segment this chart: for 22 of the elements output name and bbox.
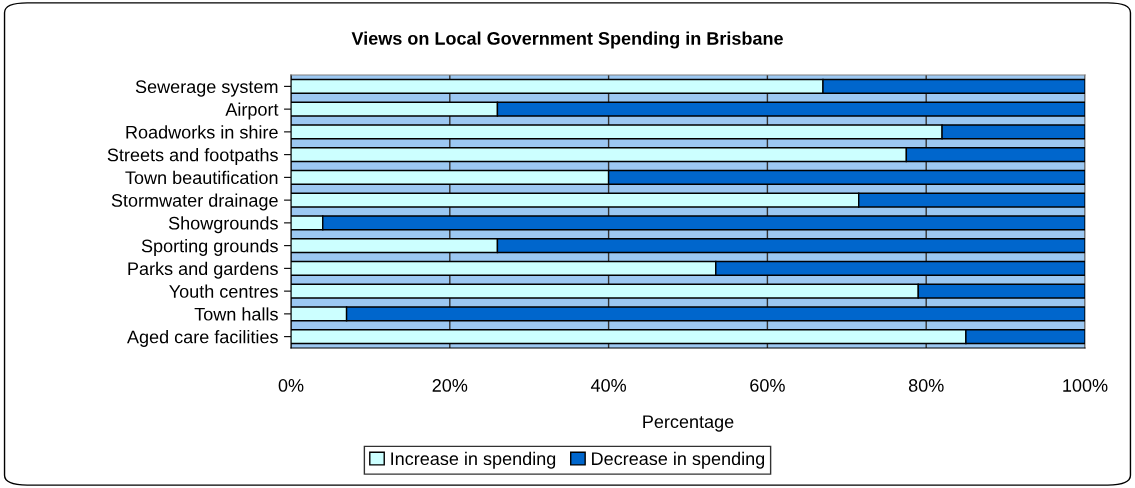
x-tick-label: 20% xyxy=(432,379,468,392)
y-tick-label: Town halls xyxy=(194,307,278,321)
x-tick-label: 100% xyxy=(1063,379,1108,392)
x-tick-label: 0% xyxy=(278,379,304,392)
chart-title: Views on Local Government Spending in Brisbane xyxy=(351,31,783,49)
legend-label: Increase in spending xyxy=(391,451,556,469)
x-tick-label: 40% xyxy=(590,379,627,392)
y-tick-label: Showgrounds xyxy=(168,216,278,234)
x-axis-title: Percentage xyxy=(643,415,734,432)
y-tick-label: Stormwater drainage xyxy=(111,193,278,211)
y-tick-label: Parks and gardens xyxy=(128,261,278,279)
y-tick-label: Airport xyxy=(225,102,279,120)
y-tick-label: Sporting grounds xyxy=(141,239,278,256)
y-tick-label: Sewerage system xyxy=(135,80,278,97)
y-tick-label: Youth centres xyxy=(169,284,278,298)
x-tick-label: 80% xyxy=(908,379,944,392)
x-tick-label: 60% xyxy=(750,379,785,392)
y-tick-label: Town beautification xyxy=(125,170,278,185)
y-tick-label: Aged care facilities xyxy=(127,330,278,347)
legend-label: Decrease in spending xyxy=(592,451,765,469)
y-tick-label: Streets and footpaths xyxy=(107,148,278,165)
y-tick-label: Roadworks in shire xyxy=(126,125,278,139)
